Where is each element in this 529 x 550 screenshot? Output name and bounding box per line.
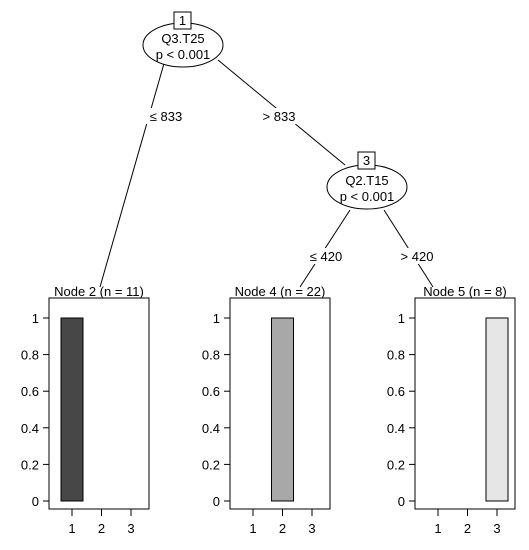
x-tick-label: 1: [249, 521, 256, 536]
y-tick-label: 0: [398, 494, 405, 509]
node-id-3: 3: [363, 153, 370, 168]
edge-label-1-2: ≤ 833: [150, 109, 182, 124]
node-id-1: 1: [179, 13, 186, 28]
edge-label-3-4: ≤ 420: [310, 249, 342, 264]
y-tick-label: 1: [213, 311, 220, 326]
x-tick-label: 2: [279, 521, 286, 536]
y-tick-label: 0: [213, 494, 220, 509]
terminal-node-4: Node 4 (n = 22) 0 0.2 0.4 0.6 0.8 1 1 2 3: [202, 284, 331, 536]
node-variable-3: Q2.T15: [345, 173, 388, 188]
edge-label-3-5: > 420: [401, 249, 434, 264]
y-tick-label: 0.2: [21, 457, 39, 472]
terminal-node-2: Node 2 (n = 11) 0 0.2 0.4 0.6 0.8 1 1 2 3: [21, 284, 150, 536]
bar-4-2: [271, 317, 294, 502]
y-tick-label: 1: [398, 311, 405, 326]
x-tick-label: 2: [464, 521, 471, 536]
y-tick-label: 0.4: [387, 421, 405, 436]
y-tick-label: 0.4: [202, 421, 220, 436]
terminal-title-5: Node 5 (n = 8): [423, 284, 506, 299]
y-tick-label: 0.8: [387, 348, 405, 363]
x-tick-label: 2: [98, 521, 105, 536]
edge-1-2: [99, 59, 166, 288]
y-tick-label: 0.2: [202, 457, 220, 472]
x-tick-label: 3: [127, 521, 134, 536]
terminal-title-2: Node 2 (n = 11): [54, 284, 144, 299]
node-pvalue-1: p < 0.001: [156, 47, 211, 62]
inner-node-1: 1 Q3.T25 p < 0.001: [142, 11, 224, 68]
y-tick-label: 0: [32, 494, 39, 509]
inner-node-3: 3 Q2.T15 p < 0.001: [326, 151, 408, 210]
y-tick-label: 0.2: [387, 457, 405, 472]
node-variable-1: Q3.T25: [161, 31, 204, 46]
y-tick-label: 0.6: [21, 384, 39, 399]
y-tick-label: 0.6: [387, 384, 405, 399]
bar-2-1: [60, 317, 84, 502]
bar-5-3: [485, 317, 509, 502]
node-pvalue-3: p < 0.001: [340, 189, 395, 204]
terminal-title-4: Node 4 (n = 22): [235, 284, 326, 299]
x-tick-label: 3: [493, 521, 500, 536]
y-tick-label: 0.4: [21, 421, 39, 436]
y-tick-label: 0.6: [202, 384, 220, 399]
y-tick-label: 1: [32, 311, 39, 326]
x-tick-label: 1: [434, 521, 441, 536]
y-tick-label: 0.8: [21, 348, 39, 363]
edge-label-1-3: > 833: [263, 109, 296, 124]
y-tick-label: 0.8: [202, 348, 220, 363]
x-tick-label: 3: [308, 521, 315, 536]
x-tick-label: 1: [68, 521, 75, 536]
terminal-node-5: Node 5 (n = 8) 0 0.2 0.4 0.6 0.8 1 1 2 3: [387, 284, 516, 536]
